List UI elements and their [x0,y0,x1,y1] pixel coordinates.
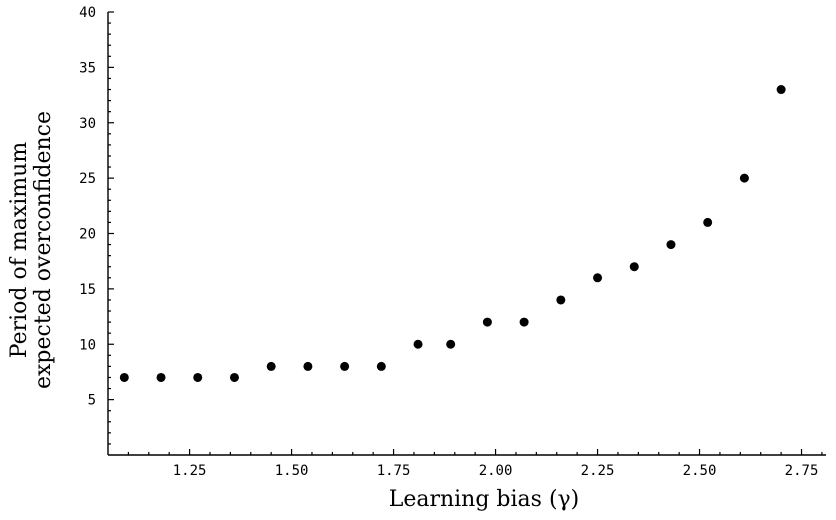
y-tick-label: 35 [79,60,96,76]
data-point [593,273,603,283]
x-axis-title: Learning bias (γ) [389,487,580,512]
x-tick-label: 1.75 [377,463,411,479]
y-tick-label: 20 [79,227,96,243]
y-tick-label: 5 [88,393,96,409]
data-point [666,240,676,250]
x-tick-label: 1.50 [275,463,309,479]
y-tick-label: 15 [79,282,96,298]
data-point [376,361,386,371]
y-axis-title: Period of maximum expected overconfidenc… [7,111,56,389]
data-point [482,317,492,327]
data-point [413,339,423,349]
data-point [519,317,529,327]
data-point [156,372,166,382]
y-axis-title-line-2: expected overconfidence [31,111,56,389]
data-point [739,173,749,183]
y-tick-label: 30 [79,116,96,132]
x-axis-ticks: 1.25 1.50 1.75 2.00 2.25 2.50 2.75 [127,449,823,479]
data-point [703,217,713,227]
data-point [446,339,456,349]
y-axis-ticks: 5 10 15 20 25 30 35 40 [79,5,114,445]
data-point [629,262,639,272]
y-axis: 5 10 15 20 25 30 35 40 [79,5,114,455]
y-tick-label: 40 [79,5,96,21]
data-point [266,361,276,371]
y-tick-label: 25 [79,171,96,187]
x-axis: 1.25 1.50 1.75 2.00 2.25 2.50 2.75 [108,449,826,479]
y-tick-label: 10 [79,337,96,353]
x-tick-label: 2.00 [479,463,513,479]
x-tick-label: 2.75 [785,463,819,479]
data-point [303,361,313,371]
data-point [776,85,786,95]
data-point [119,372,129,382]
x-tick-label: 2.50 [683,463,717,479]
x-tick-label: 1.25 [173,463,207,479]
data-point [340,361,350,371]
data-point [229,372,239,382]
x-tick-label: 2.25 [581,463,615,479]
data-point [193,372,203,382]
data-points [119,85,786,382]
data-point [556,295,566,305]
y-axis-title-line-1: Period of maximum [7,142,32,359]
